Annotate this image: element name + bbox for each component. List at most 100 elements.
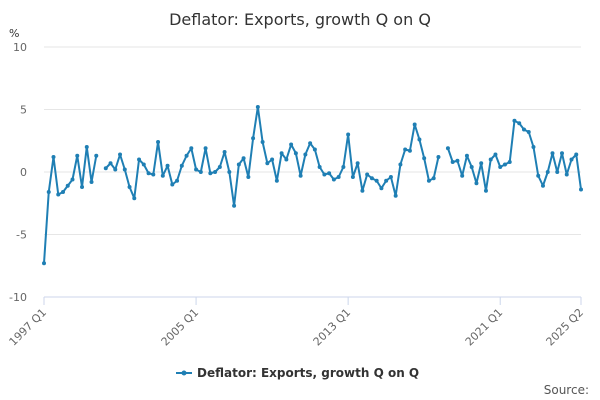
data-point[interactable] (251, 136, 256, 141)
data-point[interactable] (265, 161, 270, 166)
data-point[interactable] (289, 142, 294, 147)
data-point[interactable] (127, 185, 132, 189)
data-point[interactable] (555, 170, 560, 174)
data-point[interactable] (398, 162, 403, 167)
data-point[interactable] (384, 178, 389, 183)
data-point[interactable] (75, 153, 80, 158)
data-point[interactable] (545, 170, 550, 174)
data-point[interactable] (393, 193, 398, 198)
data-point[interactable] (569, 157, 574, 162)
data-point[interactable] (103, 166, 108, 171)
data-point[interactable] (222, 150, 227, 154)
data-point[interactable] (108, 161, 113, 166)
data-point[interactable] (284, 157, 289, 162)
data-point[interactable] (536, 173, 541, 178)
data-point[interactable] (436, 155, 441, 159)
data-point[interactable] (213, 170, 218, 174)
data-point[interactable] (156, 140, 161, 144)
data-point[interactable] (94, 153, 99, 158)
data-point[interactable] (403, 147, 408, 152)
data-point[interactable] (512, 118, 517, 123)
data-point[interactable] (374, 178, 379, 183)
data-point[interactable] (493, 152, 498, 157)
data-point[interactable] (483, 188, 488, 193)
data-point[interactable] (255, 105, 260, 109)
data-point[interactable] (346, 132, 351, 137)
data-point[interactable] (122, 167, 127, 172)
data-point[interactable] (42, 261, 46, 266)
data-point[interactable] (51, 155, 56, 159)
data-point[interactable] (502, 162, 507, 167)
data-point[interactable] (322, 172, 327, 177)
data-point[interactable] (369, 176, 374, 181)
data-point[interactable] (579, 187, 583, 192)
data-point[interactable] (170, 182, 175, 187)
data-point[interactable] (260, 140, 265, 144)
data-point[interactable] (232, 203, 237, 208)
data-point[interactable] (160, 173, 165, 178)
data-point[interactable] (89, 180, 94, 184)
data-point[interactable] (179, 163, 184, 168)
data-point[interactable] (246, 175, 251, 179)
credits-source[interactable]: Source: (544, 383, 589, 397)
data-point[interactable] (227, 170, 232, 174)
data-point[interactable] (559, 151, 564, 156)
data-point[interactable] (379, 186, 384, 191)
data-point[interactable] (407, 148, 412, 153)
data-point[interactable] (146, 171, 151, 176)
data-point[interactable] (236, 162, 241, 167)
data-point[interactable] (479, 161, 484, 166)
data-point[interactable] (474, 181, 479, 186)
data-point[interactable] (417, 137, 422, 142)
data-point[interactable] (445, 146, 450, 151)
data-point[interactable] (469, 165, 474, 169)
data-point[interactable] (526, 130, 531, 134)
data-point[interactable] (61, 190, 66, 194)
data-point[interactable] (517, 121, 522, 126)
data-point[interactable] (132, 196, 137, 201)
data-point[interactable] (151, 172, 156, 177)
data-point[interactable] (189, 146, 194, 151)
data-point[interactable] (184, 153, 189, 158)
data-point[interactable] (336, 175, 341, 179)
data-point[interactable] (113, 167, 118, 172)
data-point[interactable] (564, 172, 569, 177)
data-point[interactable] (540, 183, 545, 188)
data-point[interactable] (80, 185, 85, 189)
data-point[interactable] (317, 165, 322, 169)
data-point[interactable] (341, 165, 346, 169)
data-point[interactable] (521, 127, 526, 132)
data-point[interactable] (327, 171, 332, 176)
data-point[interactable] (208, 171, 213, 176)
data-point[interactable] (279, 151, 284, 156)
data-point[interactable] (464, 153, 469, 158)
data-point[interactable] (426, 178, 431, 183)
data-point[interactable] (460, 173, 465, 178)
data-point[interactable] (355, 161, 360, 166)
data-point[interactable] (241, 156, 246, 161)
data-point[interactable] (118, 152, 123, 157)
data-point[interactable] (450, 160, 455, 164)
data-point[interactable] (350, 175, 355, 179)
legend-item[interactable]: Deflator: Exports, growth Q on Q (176, 366, 419, 380)
data-point[interactable] (194, 167, 199, 172)
data-point[interactable] (412, 122, 417, 127)
data-point[interactable] (137, 157, 142, 162)
data-point[interactable] (507, 160, 512, 164)
data-point[interactable] (360, 188, 365, 193)
data-point[interactable] (331, 177, 336, 182)
data-point[interactable] (312, 147, 317, 152)
data-point[interactable] (293, 151, 298, 156)
data-point[interactable] (498, 165, 503, 169)
data-point[interactable] (303, 152, 308, 157)
data-point[interactable] (270, 157, 275, 162)
data-point[interactable] (84, 145, 89, 149)
data-point[interactable] (308, 141, 313, 146)
data-point[interactable] (455, 158, 460, 163)
data-point[interactable] (198, 170, 203, 174)
data-point[interactable] (365, 172, 370, 177)
data-point[interactable] (70, 177, 75, 182)
data-point[interactable] (141, 162, 146, 167)
data-point[interactable] (175, 178, 180, 183)
data-point[interactable] (274, 178, 279, 183)
